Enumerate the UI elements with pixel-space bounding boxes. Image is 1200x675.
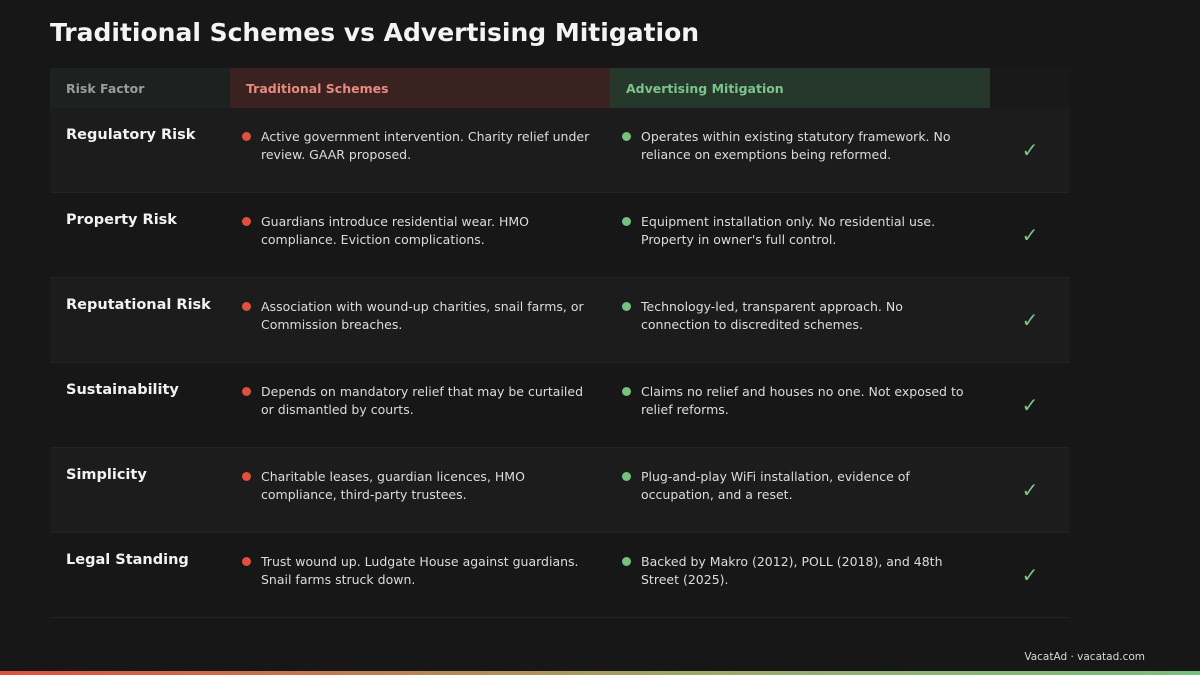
header-blank [990, 68, 1070, 108]
green-dot-icon [622, 387, 631, 396]
gradient-bar [0, 671, 1200, 675]
risk-factor: Regulatory Risk [66, 127, 196, 143]
advertising-cell: Operates within existing statutory frame… [610, 108, 990, 192]
traditional-cell: Charitable leases, guardian licences, HM… [230, 448, 610, 532]
green-dot-icon [622, 557, 631, 566]
header-advertising: Advertising Mitigation [610, 68, 990, 108]
advertising-text: Plug-and-play WiFi installation, evidenc… [641, 469, 910, 502]
traditional-text: Charitable leases, guardian licences, HM… [261, 469, 525, 502]
red-dot-icon [242, 387, 251, 396]
advertising-text: Technology-led, transparent approach. No… [641, 299, 903, 332]
advertising-text: Equipment installation only. No resident… [641, 214, 936, 247]
page-title: Traditional Schemes vs Advertising Mitig… [50, 18, 700, 47]
traditional-cell: Association with wound-up charities, sna… [230, 278, 610, 362]
red-dot-icon [242, 302, 251, 311]
traditional-cell: Trust wound up. Ludgate House against gu… [230, 533, 610, 617]
risk-factor: Sustainability [66, 382, 179, 398]
checkmark-icon: ✓ [1021, 223, 1039, 247]
table-row: Property Risk Guardians introduce reside… [50, 193, 1070, 278]
advertising-cell: Equipment installation only. No resident… [610, 193, 990, 277]
advertising-cell: Claims no relief and houses no one. Not … [610, 363, 990, 447]
advertising-cell: Backed by Makro (2012), POLL (2018), and… [610, 533, 990, 617]
advertising-cell: Technology-led, transparent approach. No… [610, 278, 990, 362]
table-row: Sustainability Depends on mandatory reli… [50, 363, 1070, 448]
header-traditional: Traditional Schemes [230, 68, 610, 108]
traditional-cell: Guardians introduce residential wear. HM… [230, 193, 610, 277]
checkmark-icon: ✓ [1021, 478, 1039, 502]
traditional-cell: Depends on mandatory relief that may be … [230, 363, 610, 447]
traditional-text: Depends on mandatory relief that may be … [261, 384, 584, 417]
advertising-text: Backed by Makro (2012), POLL (2018), and… [641, 554, 943, 587]
red-dot-icon [242, 557, 251, 566]
green-dot-icon [622, 132, 631, 141]
risk-factor: Reputational Risk [66, 297, 211, 313]
green-dot-icon [622, 472, 631, 481]
traditional-text: Association with wound-up charities, sna… [261, 299, 584, 332]
footer-brand: VacatAd · vacatad.com [1024, 651, 1145, 663]
table-header: Risk Factor Traditional Schemes Advertis… [50, 68, 1070, 108]
green-dot-icon [622, 217, 631, 226]
checkmark-icon: ✓ [1021, 308, 1039, 332]
red-dot-icon [242, 217, 251, 226]
checkmark-icon: ✓ [1021, 393, 1039, 417]
risk-factor: Property Risk [66, 212, 177, 228]
comparison-table: Risk Factor Traditional Schemes Advertis… [50, 68, 1070, 618]
traditional-text: Trust wound up. Ludgate House against gu… [261, 554, 579, 587]
advertising-cell: Plug-and-play WiFi installation, evidenc… [610, 448, 990, 532]
risk-factor: Simplicity [66, 467, 147, 483]
red-dot-icon [242, 472, 251, 481]
green-dot-icon [622, 302, 631, 311]
table-row: Reputational Risk Association with wound… [50, 278, 1070, 363]
traditional-text: Guardians introduce residential wear. HM… [261, 214, 529, 247]
checkmark-icon: ✓ [1021, 138, 1039, 162]
traditional-text: Active government intervention. Charity … [261, 129, 590, 162]
checkmark-icon: ✓ [1021, 563, 1039, 587]
header-risk-factor: Risk Factor [50, 68, 230, 108]
red-dot-icon [242, 132, 251, 141]
table-row: Regulatory Risk Active government interv… [50, 108, 1070, 193]
advertising-text: Claims no relief and houses no one. Not … [641, 384, 964, 417]
table-row: Legal Standing Trust wound up. Ludgate H… [50, 533, 1070, 618]
risk-factor: Legal Standing [66, 552, 189, 568]
table-row: Simplicity Charitable leases, guardian l… [50, 448, 1070, 533]
traditional-cell: Active government intervention. Charity … [230, 108, 610, 192]
advertising-text: Operates within existing statutory frame… [641, 129, 951, 162]
